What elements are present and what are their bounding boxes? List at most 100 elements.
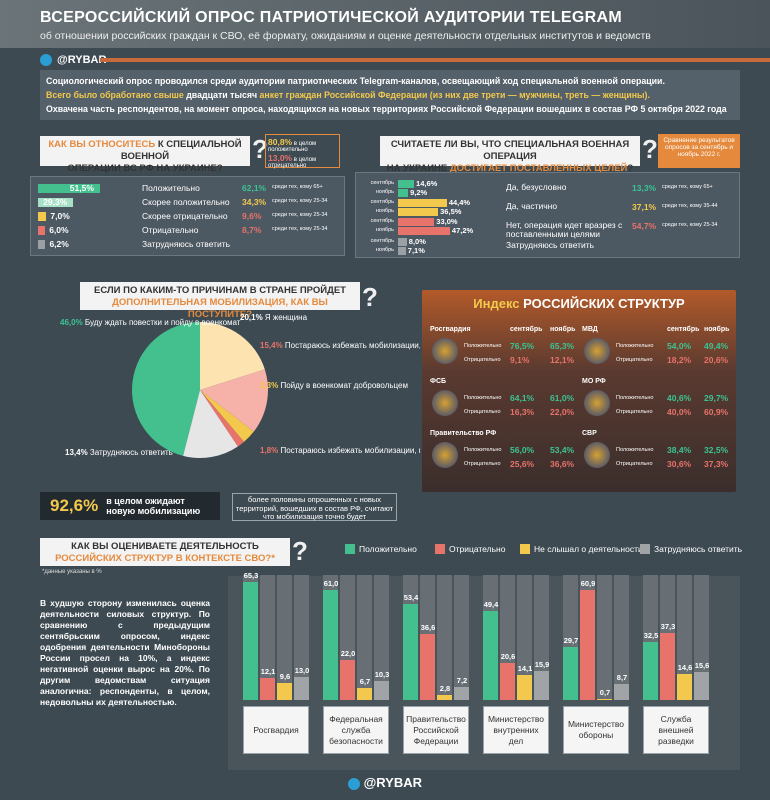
q2-title-c: ДОСТИГАЕТ ПОСТАВЛЕННЫХ ЦЕЛЕЙ: [449, 163, 628, 174]
q1-category-label: Положительно: [142, 183, 200, 193]
telegram-icon: [347, 777, 360, 790]
q1-neg-total-label: в целом отрицательно: [268, 157, 317, 169]
q1-annotation-text: среди тех, кому 25-34: [272, 198, 328, 204]
q4-bar-track: [374, 575, 389, 700]
q4-bar: [323, 590, 338, 700]
q3-pie-chart: 46,0% Буду ждать повестки и пойду в воен…: [60, 313, 420, 458]
q1-pos-total: 80,8%: [268, 137, 293, 147]
q1-category-label: Затрудняюсь ответить: [142, 239, 231, 249]
index-emblem-icon: [432, 338, 458, 364]
q4-category-label: Правительство Российской Федерации: [403, 706, 469, 754]
q2-series-label: ноябрь: [375, 208, 394, 214]
q4-bar-track: [614, 575, 629, 700]
intro-line1: Социологический опрос проводился среди а…: [46, 76, 665, 86]
q4-bar: [437, 694, 452, 700]
q4-bar-label: 6,7: [359, 676, 371, 686]
q4-bar-label: 20,6: [500, 651, 516, 661]
q1-title: КАК ВЫ ОТНОСИТЕСЬ К СПЕЦИАЛЬНОЙ ВОЕННОЙ О…: [40, 136, 250, 174]
q4-bar-label: 14,6: [677, 662, 693, 672]
q4-bar-label: 53,4: [403, 592, 419, 602]
index-pos-nov: 32,5%: [704, 445, 729, 455]
index-emblem-icon: [584, 442, 610, 468]
intro-line2c: анкет граждан Российской Федерации (из н…: [257, 90, 650, 100]
pie-label: 1,8% Постараюсь избежать мобилизации, по…: [260, 446, 420, 455]
index-neg-sep: 9,1%: [510, 355, 530, 365]
q4-bar-label: 65,3: [243, 571, 259, 581]
index-pos-label: Положительно: [616, 447, 654, 453]
footer-brand[interactable]: @RYBAR: [0, 775, 770, 800]
q4-bar: [517, 674, 532, 700]
q2-bar: [398, 238, 407, 246]
q4-bar-track: [357, 575, 372, 700]
q1-category-label: Скорее отрицательно: [142, 211, 228, 221]
index-col-nov: ноябрь: [550, 326, 576, 333]
index-neg-sep: 16,3%: [510, 407, 535, 417]
index-emblem-icon: [432, 390, 458, 416]
q2-annotation-text: среди тех, кому 25-34: [662, 222, 718, 228]
q2-category-label: Да, частично: [506, 201, 558, 211]
index-pos-label: Положительно: [464, 447, 502, 453]
q2-bar-label: 14,6%: [416, 179, 438, 188]
brand-top[interactable]: @RYBAR: [40, 54, 106, 66]
index-neg-nov: 22,0%: [550, 407, 575, 417]
q4-bar-track: [260, 575, 275, 700]
index-pos-sep: 76,5%: [510, 341, 535, 351]
page-title: ВСЕРОССИЙСКИЙ ОПРОС ПАТРИОТИЧЕСКОЙ АУДИТ…: [40, 9, 622, 26]
q1-bar-label: 29,3%: [43, 197, 68, 207]
index-neg-sep: 40,0%: [667, 407, 692, 417]
index-col-sep: сентябрь: [510, 326, 543, 333]
index-pos-sep: 38,4%: [667, 445, 692, 455]
q2-bar: [398, 247, 406, 255]
q4-legend-label: Положительно: [359, 544, 417, 554]
q1-category-label: Отрицательно: [142, 225, 199, 235]
index-title: Индекс РОССИЙСКИХ СТРУКТУР: [422, 296, 736, 311]
q4-bar-track: [517, 575, 532, 700]
q2-bar-label: 44,4%: [448, 198, 471, 207]
page-subtitle: об отношении российских граждан к СВО, е…: [40, 30, 651, 42]
intro-panel: Социологический опрос проводился среди а…: [40, 70, 740, 120]
q1-annotation-value: 34,3%: [242, 197, 267, 207]
q1-bar: [38, 226, 46, 235]
q4-bar-label: 9,6: [279, 671, 291, 681]
q2-annotation-value: 13,3%: [632, 183, 657, 193]
pie-slice: [132, 322, 200, 456]
q4-bar: [294, 676, 309, 700]
q3-big-stat: 92,6% в целом ожидают новую мобилизацию: [40, 492, 220, 520]
q2-title-a: СЧИТАЕТЕ ЛИ ВЫ, ЧТО СПЕЦИАЛЬНАЯ ВОЕННАЯ …: [390, 139, 630, 162]
q1-bar-label: 6,0%: [49, 225, 69, 235]
footer-brand-label: @RYBAR: [363, 775, 423, 790]
q4-bar: [500, 662, 515, 700]
q4-bar-label: 61,0: [323, 579, 339, 589]
q4-category-label: Федеральная служба безопасности: [323, 706, 389, 754]
index-org-name: Росгвардия: [430, 326, 471, 333]
q1-annotation-text: среди тех, кому 65+: [272, 184, 323, 190]
q1-bar: [38, 212, 47, 221]
pie-slice: [200, 369, 268, 432]
q1-neg-total: 13,0%: [268, 153, 293, 163]
q4-legend-label: Затрудняюсь ответить: [654, 544, 743, 554]
q2-category-label: Да, безусловно: [506, 182, 567, 192]
q2-bar-label: 47,2%: [451, 226, 474, 235]
index-pos-label: Положительно: [464, 395, 502, 401]
index-emblem-icon: [584, 390, 610, 416]
index-neg-label: Отрицательно: [616, 409, 653, 415]
q2-category-label: Нет, операция идет вразрез с поставленны…: [506, 220, 623, 239]
q4-bar-label: 60,9: [580, 579, 596, 589]
q4-bar-track: [534, 575, 549, 700]
q1-bar-label: 51,5%: [69, 183, 94, 193]
q4-bar: [403, 603, 418, 700]
index-neg-sep: 25,6%: [510, 459, 535, 469]
q4-bar: [420, 634, 435, 700]
q2-bar: [398, 189, 409, 197]
q4-category-label: Росгвардия: [243, 706, 309, 754]
pie-slice: [183, 390, 238, 458]
q2-series-label: сентябрь: [370, 238, 394, 244]
q3-title-a: ЕСЛИ ПО КАКИМ-ТО ПРИЧИНАМ В СТРАНЕ ПРОЙД…: [94, 285, 346, 296]
q2-series-label: ноябрь: [375, 247, 394, 253]
q3-big-label: в целом ожидают новую мобилизацию: [106, 496, 201, 516]
q4-bar-track: [437, 575, 452, 700]
q2-series-label: ноябрь: [375, 227, 394, 233]
q3-title: ЕСЛИ ПО КАКИМ-ТО ПРИЧИНАМ В СТРАНЕ ПРОЙД…: [80, 282, 360, 320]
q4-bar-label: 8,7: [616, 673, 628, 683]
q1-annotation-text: среди тех, кому 25-34: [272, 212, 328, 218]
